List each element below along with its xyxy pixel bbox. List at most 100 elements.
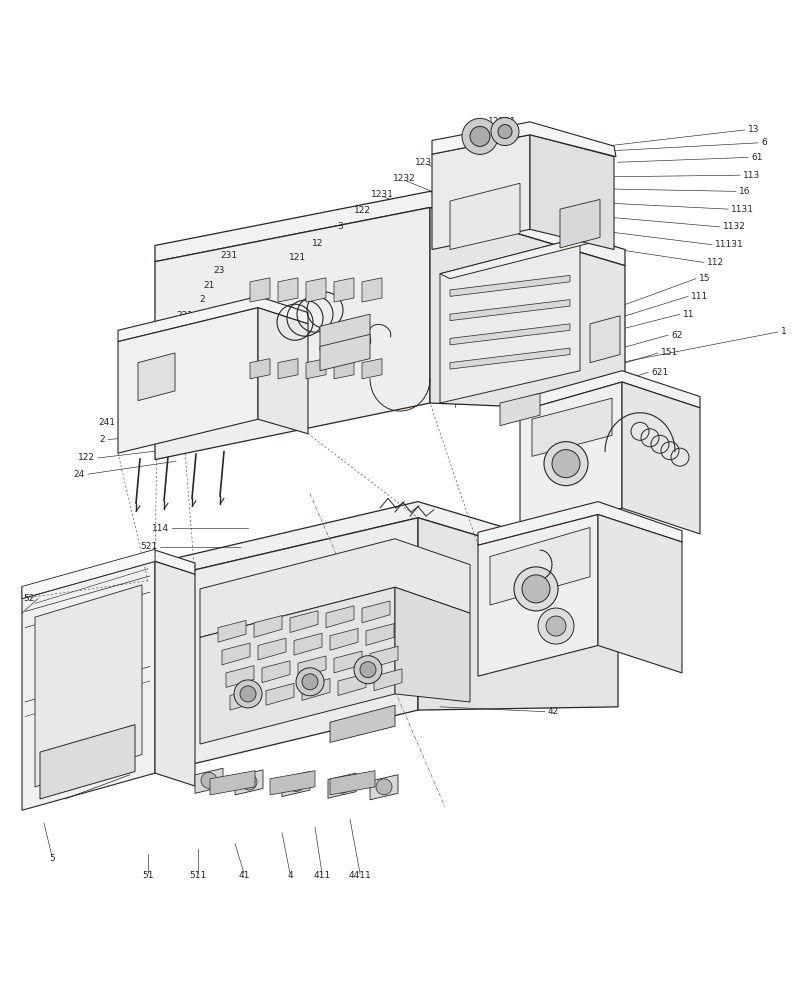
Polygon shape	[450, 324, 570, 345]
Polygon shape	[432, 122, 616, 157]
Text: 1411: 1411	[621, 426, 644, 435]
Text: 521: 521	[140, 542, 157, 551]
Polygon shape	[450, 300, 570, 321]
Polygon shape	[598, 515, 682, 673]
Text: 1: 1	[781, 327, 787, 336]
Text: 12331: 12331	[488, 117, 516, 126]
Polygon shape	[298, 656, 326, 678]
Polygon shape	[430, 208, 625, 411]
Text: 12311: 12311	[461, 129, 490, 138]
Text: 1131: 1131	[731, 205, 754, 214]
Polygon shape	[330, 705, 395, 742]
Text: 14: 14	[601, 465, 612, 474]
Polygon shape	[230, 688, 258, 710]
Polygon shape	[35, 585, 142, 787]
Circle shape	[538, 608, 574, 644]
Text: 241: 241	[98, 418, 115, 427]
Polygon shape	[440, 237, 590, 279]
Polygon shape	[450, 183, 520, 250]
Text: 115: 115	[149, 347, 167, 356]
Circle shape	[241, 774, 257, 790]
Polygon shape	[478, 502, 682, 545]
Text: 16: 16	[739, 187, 751, 196]
Polygon shape	[278, 278, 298, 302]
Polygon shape	[374, 669, 402, 691]
Polygon shape	[270, 771, 315, 795]
Polygon shape	[432, 135, 530, 250]
Text: 4411: 4411	[348, 871, 372, 880]
Polygon shape	[326, 606, 354, 628]
Text: 23: 23	[213, 266, 225, 275]
Polygon shape	[118, 308, 258, 453]
Text: 1132: 1132	[723, 222, 746, 231]
Text: 4: 4	[287, 871, 292, 880]
Polygon shape	[440, 237, 580, 403]
Text: 151: 151	[661, 348, 678, 357]
Text: 31: 31	[133, 381, 145, 390]
Circle shape	[360, 662, 376, 678]
Polygon shape	[370, 646, 398, 668]
Text: 15: 15	[699, 274, 710, 283]
Text: 3: 3	[337, 222, 343, 231]
Polygon shape	[320, 334, 370, 371]
Polygon shape	[418, 518, 618, 710]
Polygon shape	[250, 278, 270, 302]
Text: 41: 41	[238, 871, 250, 880]
Polygon shape	[258, 638, 286, 660]
Polygon shape	[138, 353, 175, 401]
Polygon shape	[226, 666, 254, 687]
Polygon shape	[560, 199, 600, 248]
Circle shape	[462, 118, 498, 154]
Text: 122: 122	[354, 206, 371, 215]
Polygon shape	[22, 561, 155, 810]
Polygon shape	[254, 616, 282, 637]
Circle shape	[491, 118, 519, 146]
Text: 42: 42	[548, 707, 559, 716]
Polygon shape	[520, 382, 622, 537]
Polygon shape	[362, 601, 390, 623]
Circle shape	[240, 686, 256, 702]
Circle shape	[544, 442, 588, 486]
Circle shape	[201, 772, 217, 788]
Polygon shape	[530, 135, 614, 250]
Circle shape	[354, 656, 382, 684]
Text: 11: 11	[683, 310, 695, 319]
Text: 113: 113	[743, 171, 760, 180]
Polygon shape	[200, 539, 470, 637]
Polygon shape	[366, 624, 394, 645]
Text: 511: 511	[189, 871, 207, 880]
Text: 123: 123	[441, 143, 459, 152]
Text: 221: 221	[176, 311, 193, 320]
Polygon shape	[622, 382, 700, 534]
Text: 51: 51	[142, 871, 154, 880]
Polygon shape	[395, 587, 470, 702]
Text: 621: 621	[651, 368, 668, 377]
Polygon shape	[290, 611, 318, 633]
Circle shape	[498, 125, 512, 139]
Polygon shape	[250, 359, 270, 379]
Polygon shape	[282, 771, 310, 797]
Circle shape	[552, 450, 580, 478]
Text: 1431: 1431	[581, 504, 604, 513]
Polygon shape	[590, 316, 620, 363]
Circle shape	[288, 776, 304, 792]
Polygon shape	[294, 633, 322, 655]
Polygon shape	[22, 550, 195, 599]
Circle shape	[334, 777, 350, 793]
Polygon shape	[532, 398, 612, 456]
Polygon shape	[222, 643, 250, 665]
Polygon shape	[148, 502, 618, 581]
Polygon shape	[478, 515, 598, 676]
Text: 411: 411	[314, 871, 330, 880]
Polygon shape	[520, 371, 700, 411]
Circle shape	[470, 126, 490, 146]
Polygon shape	[148, 518, 418, 775]
Text: 5: 5	[49, 854, 55, 863]
Circle shape	[376, 779, 392, 795]
Text: 52: 52	[23, 594, 35, 603]
Circle shape	[514, 567, 558, 611]
Polygon shape	[334, 278, 354, 302]
Circle shape	[522, 575, 550, 603]
Text: 1232: 1232	[393, 174, 415, 183]
Text: 121: 121	[289, 253, 306, 262]
